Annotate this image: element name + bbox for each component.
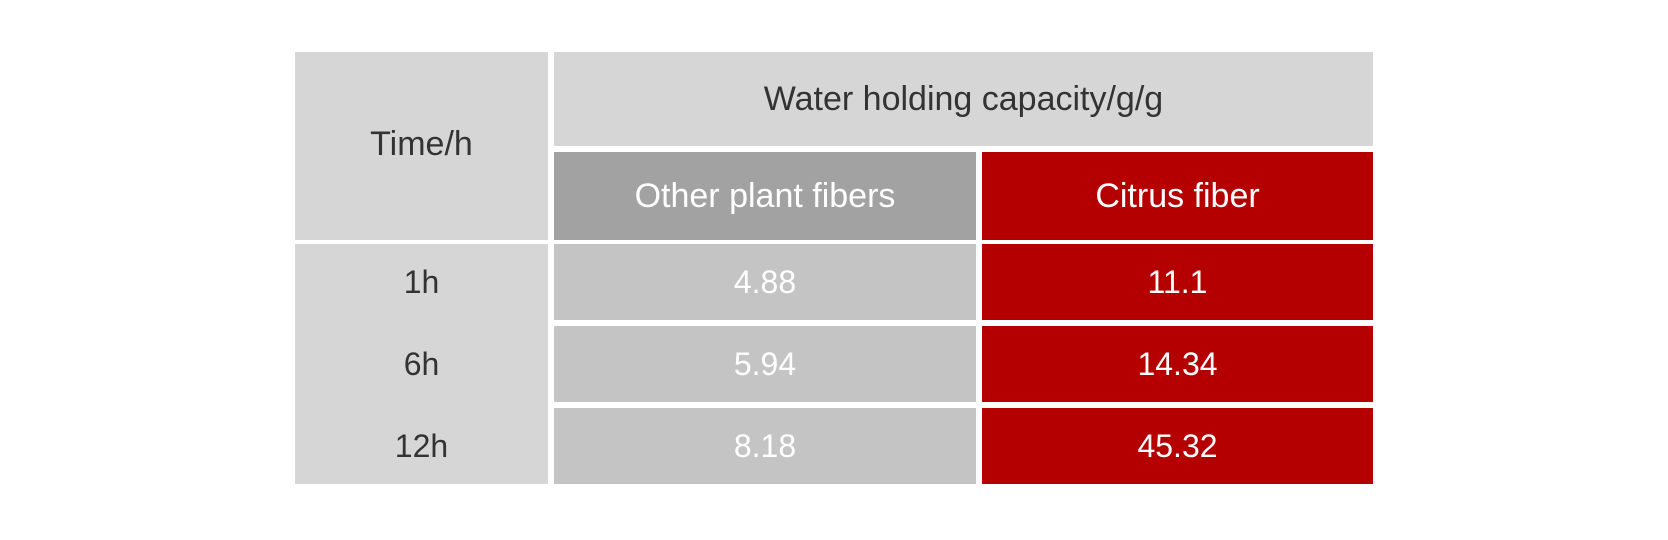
citrus-fiber-header: Citrus fiber — [982, 152, 1373, 240]
other-fiber-cell-6h: 5.94 — [554, 326, 976, 402]
time-header: Time/h — [295, 52, 548, 240]
time-cell-12h: 12h — [394, 427, 449, 464]
citrus-fiber-cell-12h: 45.32 — [982, 408, 1373, 484]
other-fiber-cell-12h: 8.18 — [554, 408, 976, 484]
time-column-background — [295, 244, 548, 484]
other-fiber-cell-1h: 4.88 — [554, 244, 976, 320]
other-plant-fibers-header: Other plant fibers — [554, 152, 976, 240]
water-holding-capacity-header: Water holding capacity/g/g — [554, 52, 1373, 146]
time-cell-1h: 1h — [403, 263, 440, 300]
citrus-fiber-cell-1h: 11.1 — [982, 244, 1373, 320]
citrus-fiber-cell-6h: 14.34 — [982, 326, 1373, 402]
time-cell-6h: 6h — [403, 345, 440, 382]
